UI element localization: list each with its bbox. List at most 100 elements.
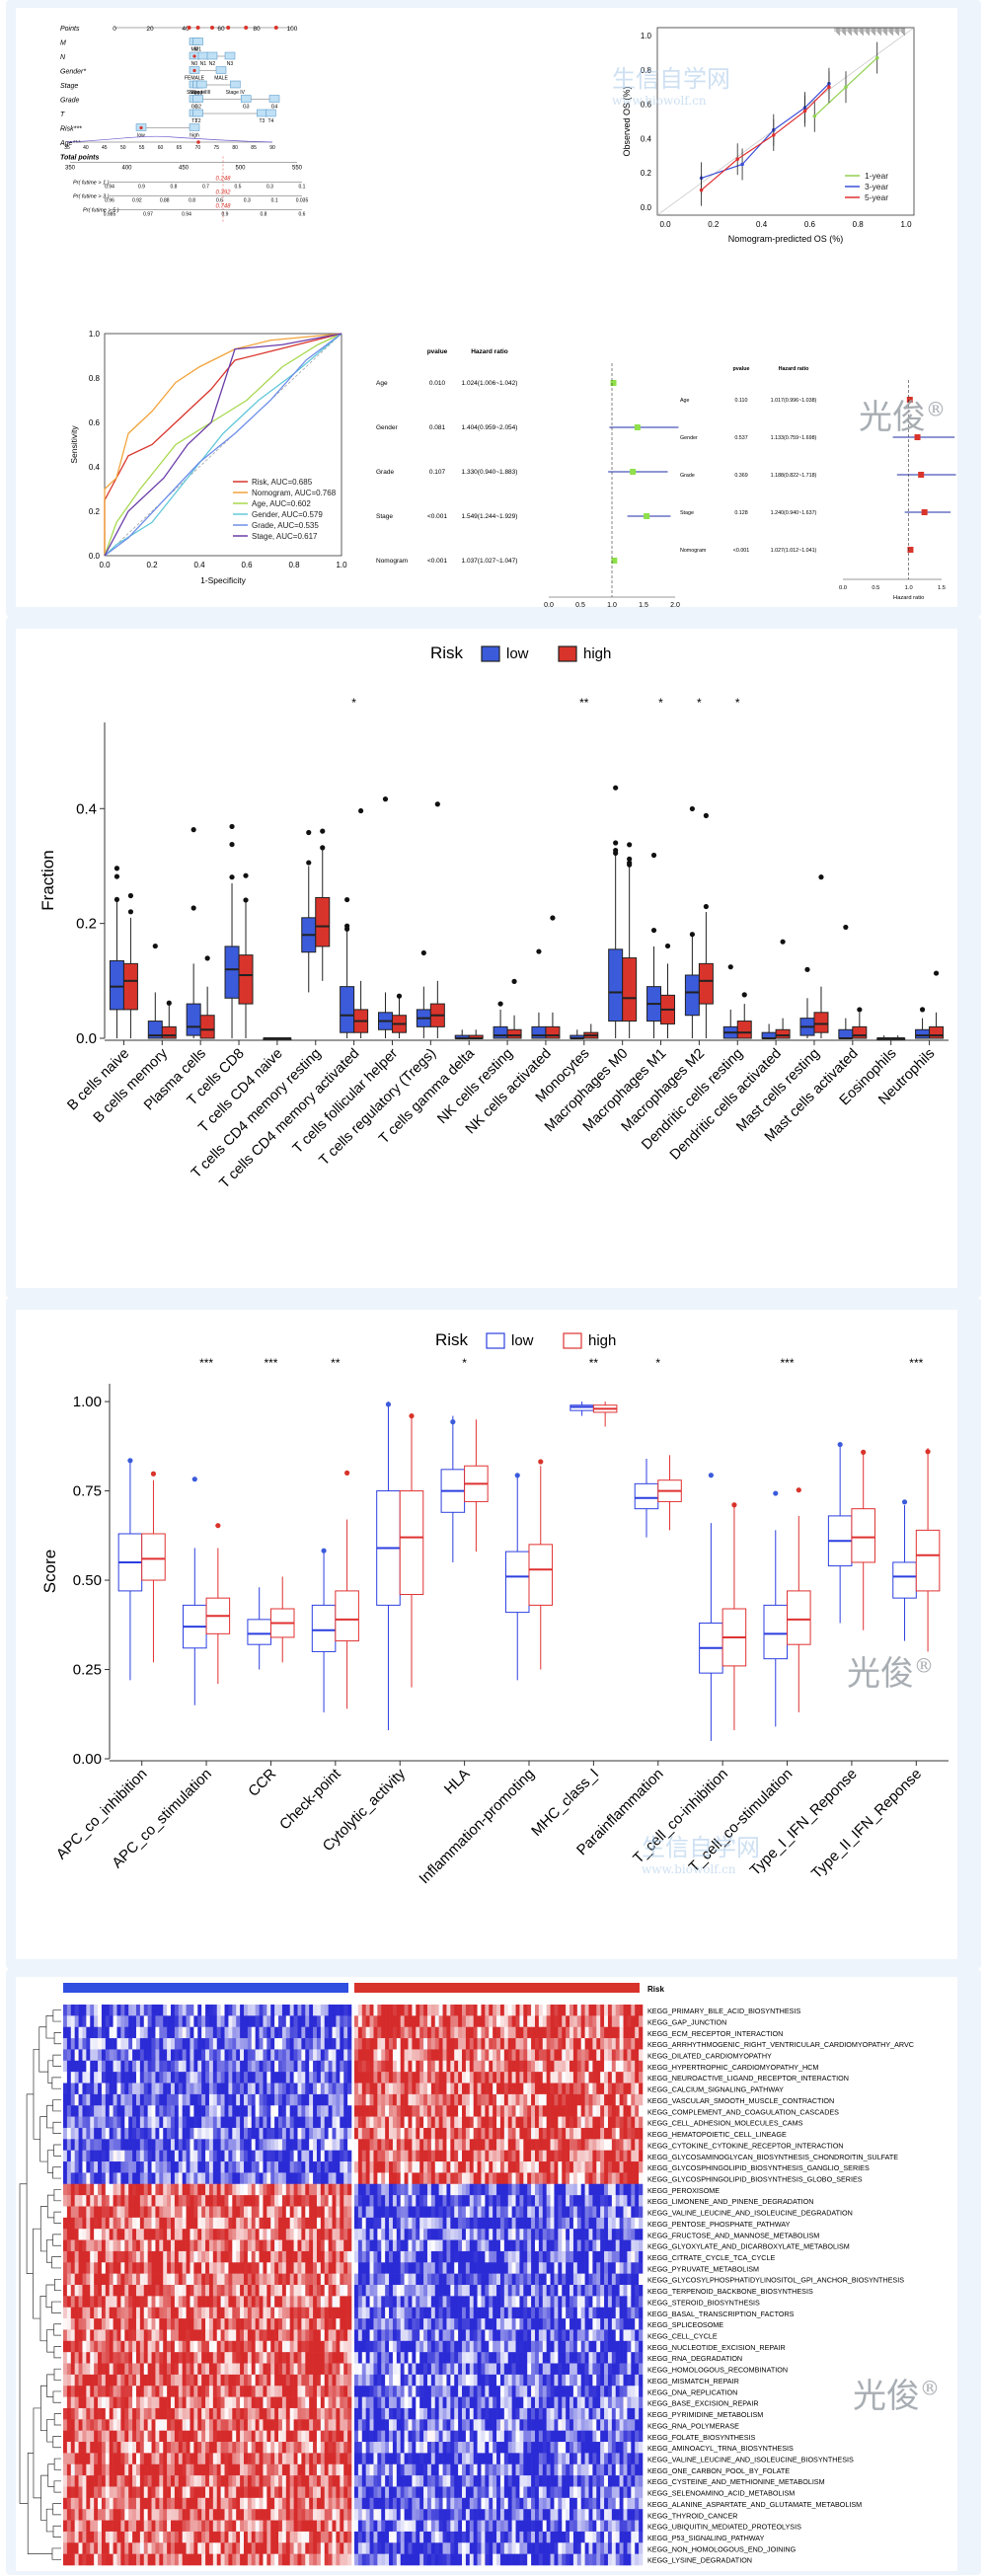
heatmap-cell: [167, 2229, 171, 2240]
heatmap-cell: [393, 2094, 397, 2106]
heatmap-cell: [266, 2274, 270, 2286]
heatmap-cell: [236, 2229, 240, 2240]
heatmap-cell: [547, 2084, 551, 2095]
heatmap-cell: [419, 2206, 423, 2218]
heatmap-cell: [221, 2061, 225, 2073]
heatmap-cell: [512, 2296, 516, 2308]
heatmap-cell: [197, 2084, 201, 2095]
heatmap-cell: [321, 2038, 325, 2050]
heatmap-cell: [213, 2105, 217, 2117]
heatmap-cell: [317, 2015, 321, 2027]
heatmap-cell: [128, 2117, 132, 2129]
heatmap-cell: [600, 2105, 604, 2117]
heatmap-cell: [481, 2285, 485, 2297]
heatmap-cell: [604, 2128, 608, 2140]
heatmap-cell: [504, 2139, 508, 2151]
heatmap-cell: [102, 2308, 106, 2319]
heatmap-cell: [340, 2172, 343, 2184]
heatmap-cell: [523, 2128, 527, 2140]
heatmap-cell: [616, 2084, 620, 2095]
heatmap-cell: [409, 2218, 413, 2230]
heatmap-cell: [155, 2240, 159, 2252]
heatmap-cell: [435, 2128, 439, 2140]
heatmap-cell: [236, 2038, 240, 2050]
heatmap-cell: [409, 2285, 413, 2297]
points-tick: 0: [113, 26, 116, 33]
box-high: [623, 958, 637, 1022]
heatmap-cell: [67, 2285, 71, 2297]
heatmap-cell: [274, 2262, 278, 2274]
heatmap-cell: [454, 2195, 458, 2207]
heatmap-cell: [317, 2117, 321, 2129]
heatmap-cell: [450, 2262, 454, 2274]
heatmap-cell: [443, 2184, 447, 2196]
heatmap-cell: [106, 2274, 110, 2286]
calibration-legend-label: 3-year: [865, 182, 888, 191]
heatmap-cell: [347, 2151, 351, 2162]
heatmap-cell: [120, 2296, 124, 2308]
heatmap-cell: [313, 2296, 317, 2308]
heatmap-cell: [454, 2240, 458, 2252]
heatmap-cell: [562, 2061, 566, 2073]
heatmap-cell: [496, 2072, 500, 2084]
heatmap-cell: [401, 2084, 405, 2095]
heatmap-cell: [500, 2072, 504, 2084]
heatmap-cell: [274, 2139, 278, 2151]
heatmap-cell: [373, 2274, 377, 2286]
heatmap-cell: [228, 2094, 232, 2106]
heatmap-cell: [329, 2308, 333, 2319]
forest-row-name: Gender: [376, 424, 399, 431]
heatmap-cell: [577, 2015, 581, 2027]
heatmap-cell: [90, 2206, 94, 2218]
heatmap-cell: [588, 2049, 592, 2061]
heatmap-cell: [159, 2094, 163, 2106]
heatmap-cell: [596, 2072, 600, 2084]
heatmap-cell: [581, 2218, 585, 2230]
heatmap-cell: [297, 2184, 301, 2196]
heatmap-cell: [543, 2296, 547, 2308]
heatmap-cell: [551, 2094, 555, 2106]
forest-row-p: <0.001: [427, 558, 447, 565]
outlier: [127, 1458, 132, 1463]
heatmap-cell: [286, 2094, 290, 2106]
heatmap-cell: [102, 2195, 106, 2207]
heatmap-cell: [543, 2105, 547, 2117]
heatmap-cell: [616, 2240, 620, 2252]
heatmap-cell: [489, 2240, 493, 2252]
heatmap-cell: [478, 2308, 482, 2319]
heatmap-cell: [362, 2195, 366, 2207]
heatmap-cell: [485, 2151, 489, 2162]
heatmap-cell: [535, 2206, 539, 2218]
heatmap-cell: [110, 2139, 114, 2151]
heatmap-cell: [454, 2218, 458, 2230]
heatmap-cell: [496, 2105, 500, 2117]
heatmap-cell: [381, 2015, 385, 2027]
heatmap-cell: [183, 2049, 187, 2061]
heatmap-cell: [362, 2308, 366, 2319]
heatmap-cell: [481, 2195, 485, 2207]
heatmap-cell: [294, 2038, 298, 2050]
outlier: [243, 897, 248, 902]
heatmap-cell: [631, 2274, 635, 2286]
heatmap-cell: [128, 2161, 132, 2173]
heatmap-cell: [551, 2038, 555, 2050]
heatmap-cell: [225, 2172, 229, 2184]
heatmap-cell: [608, 2038, 612, 2050]
heatmap-cell: [193, 2195, 197, 2207]
heatmap-cell: [190, 2240, 193, 2252]
heatmap-cell: [416, 2296, 419, 2308]
heatmap-cell: [140, 2262, 144, 2274]
heatmap-cell: [294, 2005, 298, 2016]
heatmap-cell: [159, 2296, 163, 2308]
heatmap-cell: [232, 2161, 236, 2173]
box-low: [225, 947, 239, 998]
heatmap-cell: [236, 2262, 240, 2274]
heatmap-cell: [321, 2015, 325, 2027]
heatmap-cell: [340, 2184, 343, 2196]
heatmap-cell: [504, 2285, 508, 2297]
heatmap-cell: [481, 2117, 485, 2129]
forest-estimate: [635, 424, 641, 430]
heatmap-cell: [627, 2262, 631, 2274]
heatmap-cell: [263, 2027, 266, 2039]
heatmap-cell: [354, 2262, 358, 2274]
